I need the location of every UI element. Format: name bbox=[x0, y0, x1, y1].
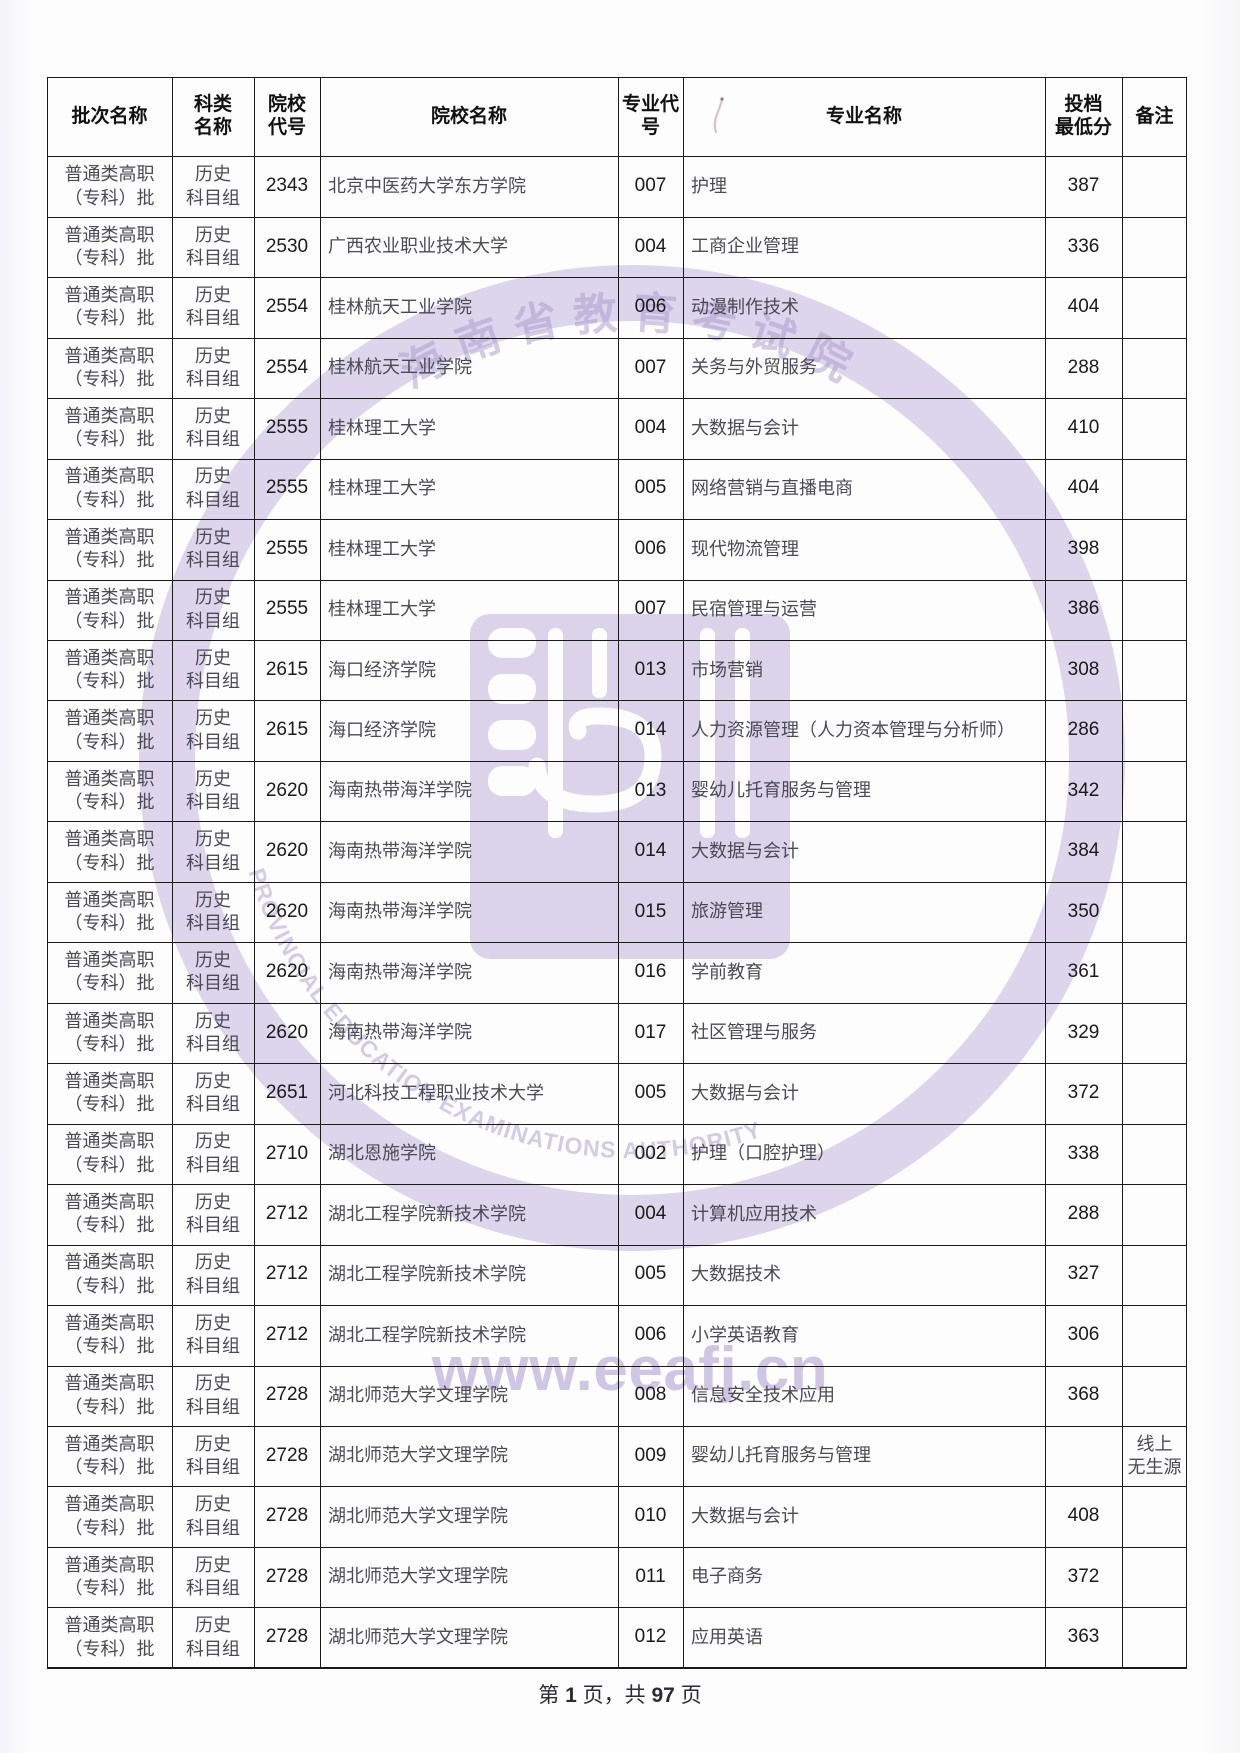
svg-text:第 1 页，共 97 页: 第 1 页，共 97 页 bbox=[538, 1684, 701, 1707]
